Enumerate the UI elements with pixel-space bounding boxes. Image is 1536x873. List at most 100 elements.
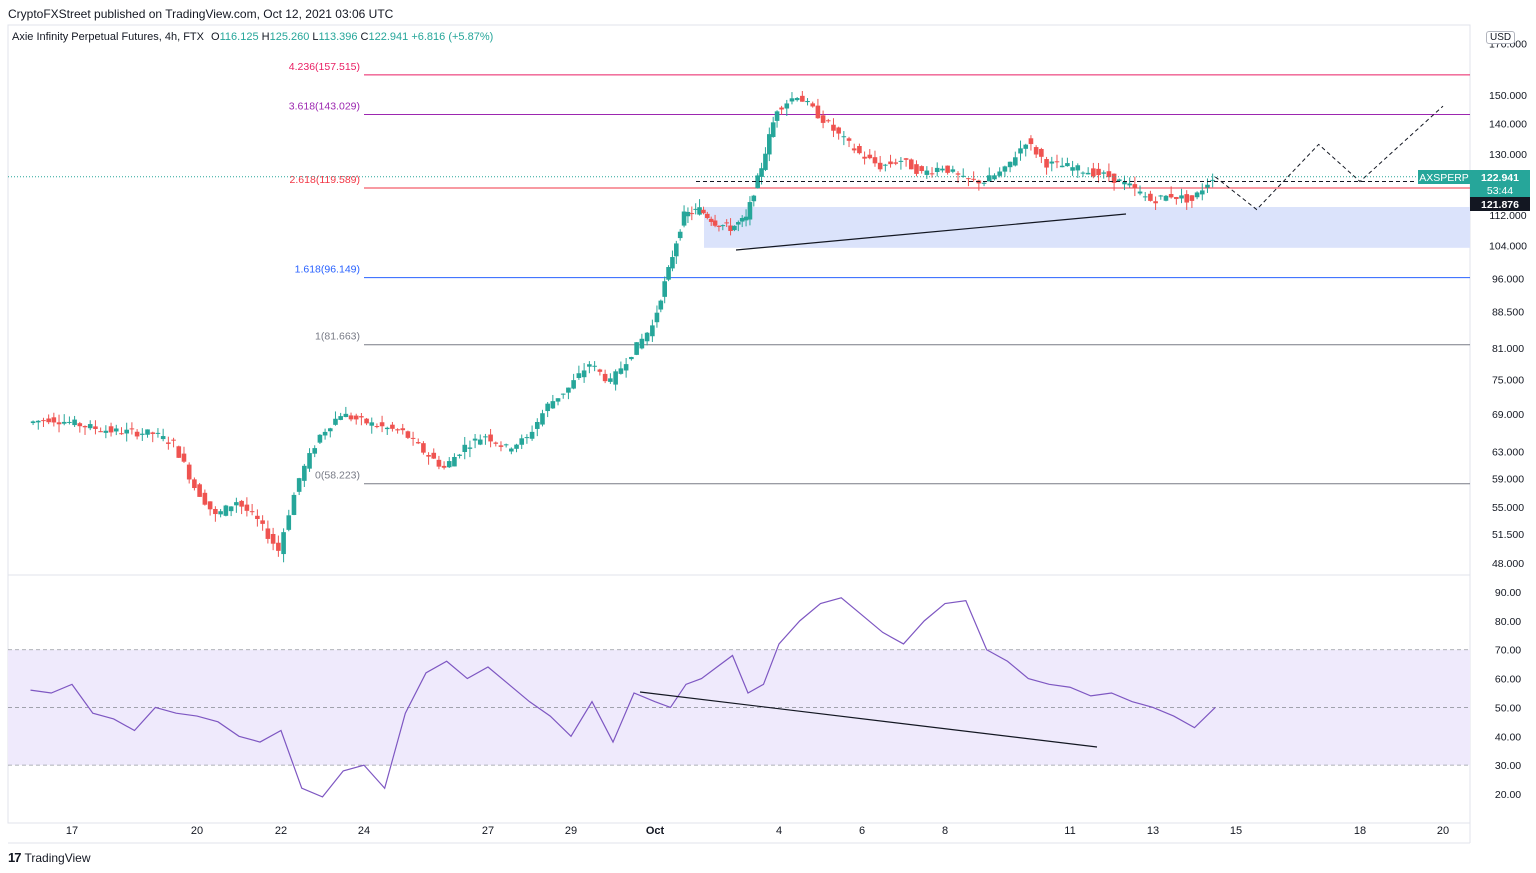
- candle-body: [317, 434, 323, 443]
- candle-body: [955, 173, 961, 175]
- candle-body: [724, 222, 729, 224]
- fib-level-label: 4.236(157.515): [289, 61, 360, 73]
- candle-body: [677, 231, 683, 239]
- candle-body: [312, 448, 318, 454]
- candle-body: [186, 464, 192, 480]
- candle-body: [270, 533, 276, 544]
- candle-body: [1065, 163, 1070, 167]
- candle-body: [1018, 148, 1023, 154]
- time-tick-label: 13: [1147, 825, 1159, 837]
- candle-body: [654, 312, 660, 323]
- demand-zone: [704, 206, 1470, 248]
- candle-body: [1199, 190, 1205, 195]
- candle-body: [608, 378, 613, 382]
- time-tick-label: 4: [776, 825, 782, 837]
- candle-body: [452, 456, 457, 467]
- time-tick-label: 6: [859, 825, 865, 837]
- candle-body: [441, 465, 447, 468]
- candle-body: [770, 122, 776, 137]
- candle-body: [46, 418, 51, 423]
- candle-body: [560, 393, 566, 395]
- candle-body: [462, 444, 468, 453]
- last-price-tag: [1470, 170, 1530, 197]
- candle-body: [1116, 179, 1122, 182]
- tradingview-footer: 17 TradingView: [8, 850, 91, 865]
- candle-body: [774, 111, 780, 121]
- candle-body: [384, 427, 390, 430]
- candle-body: [867, 154, 873, 159]
- candle-body: [379, 422, 385, 427]
- price-tick-label: 63.000: [1492, 446, 1524, 458]
- candle-body: [134, 431, 140, 437]
- candle-body: [483, 436, 488, 438]
- candle-body: [348, 415, 354, 420]
- candle-body: [613, 371, 618, 385]
- candle-body: [405, 431, 411, 438]
- candle-body: [836, 127, 841, 134]
- candle-body: [1106, 171, 1112, 178]
- candle-body: [841, 136, 847, 138]
- last-price-value: 122.941: [1481, 172, 1519, 184]
- candle-body: [410, 437, 416, 439]
- candle-body: [950, 169, 956, 172]
- candle-body: [634, 342, 639, 355]
- candle-body: [327, 428, 333, 432]
- candle-body: [903, 158, 909, 160]
- candle-body: [877, 162, 883, 170]
- candle-body: [576, 373, 582, 379]
- candle-body: [374, 426, 380, 428]
- publish-text: CryptoFXStreet published on TradingView.…: [8, 7, 394, 21]
- level-tag: [1470, 197, 1530, 211]
- time-tick-label: 8: [942, 825, 948, 837]
- candle-body: [739, 217, 745, 222]
- candle-body: [732, 225, 737, 231]
- candle-body: [286, 515, 292, 530]
- candle-body: [171, 439, 176, 441]
- candle-body: [1132, 184, 1138, 189]
- candle-body: [1137, 191, 1143, 194]
- candle-body: [784, 103, 790, 109]
- currency-badge[interactable]: USD: [1486, 31, 1516, 44]
- price-tick-label: 81.000: [1492, 343, 1524, 355]
- candle-body: [390, 424, 395, 429]
- candle-body: [872, 157, 878, 164]
- candle-body: [1002, 166, 1008, 172]
- candle-body: [810, 103, 816, 107]
- candle-body: [960, 175, 966, 177]
- candle-body: [108, 426, 114, 433]
- candle-body: [421, 443, 426, 453]
- candle-body: [966, 178, 971, 180]
- candle-body: [223, 505, 229, 516]
- candle-body: [555, 398, 561, 402]
- candle-body: [945, 165, 950, 173]
- candle-body: [592, 365, 597, 367]
- candle-body: [545, 403, 550, 412]
- tradingview-brand: TradingView: [24, 850, 91, 865]
- price-tick-label: 140.000: [1489, 118, 1527, 130]
- candle-body: [540, 413, 545, 425]
- candle-body: [1049, 161, 1055, 164]
- currency-label: USD: [1490, 32, 1512, 43]
- ohlc-h-label: H: [261, 31, 270, 43]
- candle-body: [1194, 192, 1200, 198]
- candle-body: [276, 542, 281, 551]
- candle-body: [820, 115, 826, 123]
- candle-body: [831, 124, 836, 131]
- candle-body: [893, 162, 899, 164]
- candle-body: [1085, 172, 1091, 175]
- candle-body: [1101, 172, 1107, 174]
- candle-body: [1205, 184, 1210, 188]
- candle-body: [1174, 196, 1179, 200]
- fib-level-label: 3.618(143.029): [289, 101, 360, 113]
- candle-body: [234, 502, 239, 506]
- price-tick-label: 59.000: [1492, 473, 1524, 485]
- candle-body: [322, 431, 328, 436]
- candle-body: [581, 370, 587, 378]
- candle-body: [720, 225, 726, 227]
- candle-body: [789, 98, 795, 102]
- candle-body: [800, 95, 805, 102]
- candle-body: [395, 429, 400, 431]
- candle-body: [708, 218, 714, 222]
- price-tick-label: 130.000: [1489, 149, 1527, 161]
